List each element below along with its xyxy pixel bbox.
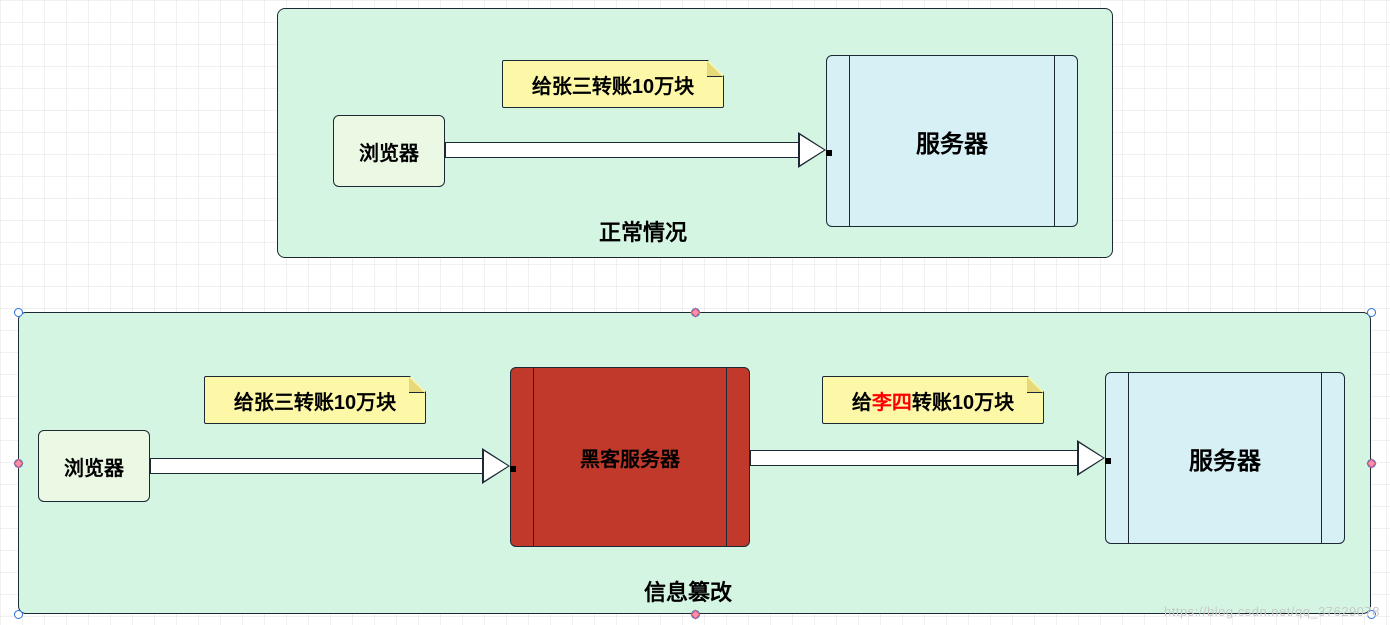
server-label: 服务器 xyxy=(1189,441,1261,476)
note-b2-text: 给李四转账10万块 xyxy=(852,386,1014,415)
server-node-top: 服务器 xyxy=(826,55,1078,227)
browser-label: 浏览器 xyxy=(359,137,419,166)
note-bottom-1: 给张三转账10万块 xyxy=(204,376,426,424)
server-stripe-left xyxy=(533,367,534,547)
note-b2-suffix: 转账10万块 xyxy=(912,392,1014,414)
browser-node-top: 浏览器 xyxy=(333,115,445,187)
note-top: 给张三转账10万块 xyxy=(502,60,724,108)
server-label: 服务器 xyxy=(916,124,988,159)
browser-label: 浏览器 xyxy=(64,452,124,481)
server-stripe-right xyxy=(1054,55,1055,227)
arrow-bottom-1 xyxy=(150,458,485,474)
server-stripe-left xyxy=(1128,372,1129,544)
arrow-top xyxy=(445,142,801,158)
arrow-bottom-2 xyxy=(750,450,1080,466)
server-stripe-right xyxy=(1321,372,1322,544)
server-stripe-left xyxy=(849,55,850,227)
hacker-node: 黑客服务器 xyxy=(510,367,750,547)
note-top-text: 给张三转账10万块 xyxy=(532,70,694,99)
note-bottom-2: 给李四转账10万块 xyxy=(822,376,1044,424)
server-node-bottom: 服务器 xyxy=(1105,372,1345,544)
watermark-text: https://blog.csdn.net/qq_37629078 xyxy=(1164,604,1380,619)
caption-normal: 正常情况 xyxy=(553,215,733,247)
hacker-label: 黑客服务器 xyxy=(580,443,680,472)
diagram-canvas: 浏览器 服务器 给张三转账10万块 正常情况 浏览器 黑客服务器 服务器 给张三… xyxy=(0,0,1390,625)
note-b1-text: 给张三转账10万块 xyxy=(234,386,396,415)
server-stripe-right xyxy=(726,367,727,547)
caption-tamper: 信息篡改 xyxy=(598,575,778,607)
note-b2-prefix: 给 xyxy=(852,392,872,414)
browser-node-bottom: 浏览器 xyxy=(38,430,150,502)
note-b2-highlight: 李四 xyxy=(872,392,912,414)
